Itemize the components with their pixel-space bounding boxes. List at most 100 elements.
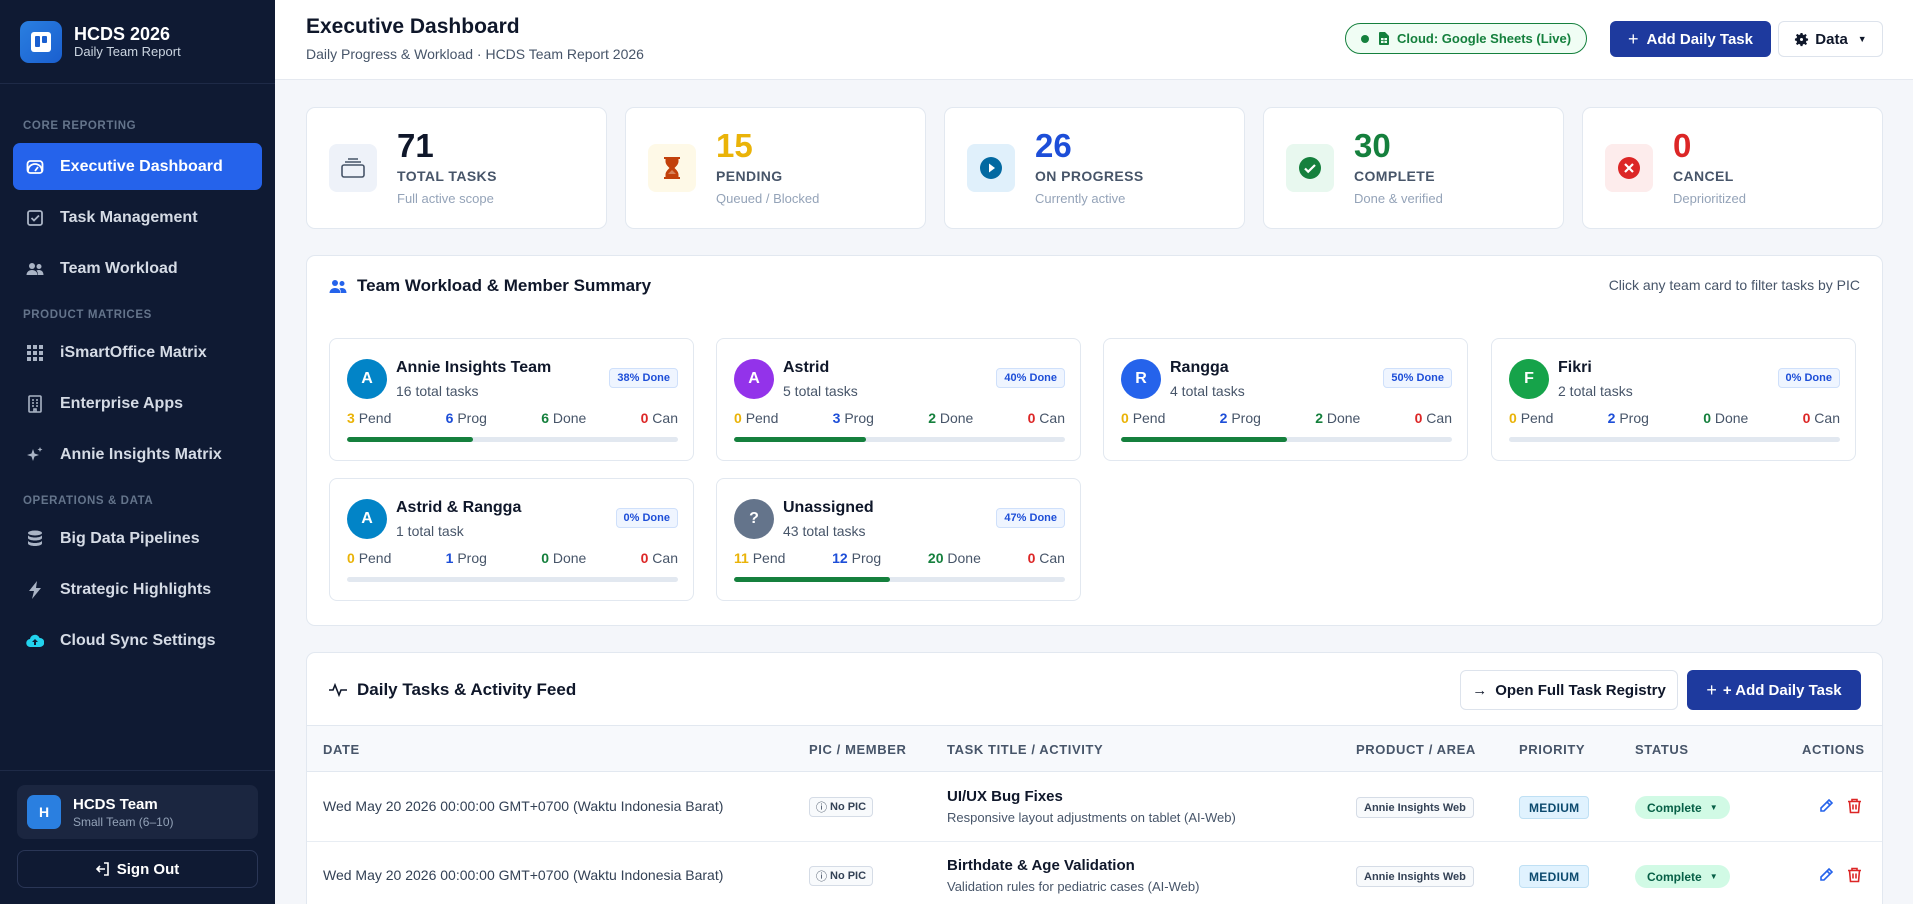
column-header-product-area[interactable]: PRODUCT / AREA [1356, 742, 1476, 757]
plus-icon: + [1628, 28, 1639, 49]
pend-stat: 0 Pend [1121, 410, 1166, 426]
tasks-title-text: Daily Tasks & Activity Feed [357, 680, 577, 699]
sign-out-button[interactable]: Sign Out [17, 850, 258, 888]
sheet-icon [1379, 32, 1389, 45]
brand-title: HCDS 2026 [74, 23, 171, 44]
sidebar-item-ismartoffice-matrix[interactable]: iSmartOffice Matrix [13, 329, 262, 376]
column-header-priority[interactable]: PRIORITY [1519, 742, 1586, 757]
pic-badge: ⓘ No PIC [809, 797, 874, 817]
team-stats: 0 Pend 2 Prog 2 Done 0 Can [1121, 410, 1452, 426]
table-row[interactable]: Wed May 20 2026 00:00:00 GMT+0700 (Waktu… [307, 773, 1882, 842]
team-name: Fikri [1558, 359, 1592, 376]
team-stats: 3 Pend 6 Prog 6 Done 0 Can [347, 410, 678, 426]
team-name: Astrid [783, 359, 830, 376]
check-circle-icon [1286, 144, 1334, 192]
task-date: Wed May 20 2026 00:00:00 GMT+0700 (Waktu… [323, 867, 724, 883]
column-header-date[interactable]: DATE [323, 742, 360, 757]
avatar: R [1121, 359, 1161, 399]
done-percent-badge: 40% Done [996, 368, 1065, 388]
pencil-icon[interactable] [1818, 867, 1834, 888]
nav-section-core-reporting: CORE REPORTING [23, 120, 137, 132]
sidebar-item-task-management[interactable]: Task Management [13, 194, 262, 241]
caret-down-icon: ▼ [1709, 803, 1718, 812]
sidebar-item-annie-insights-matrix[interactable]: Annie Insights Matrix [13, 431, 262, 478]
sidebar-item-label: Executive Dashboard [60, 157, 223, 175]
team-card-fikri[interactable]: F Fikri 2 total tasks 0% Done 0 Pend 2 P… [1491, 338, 1856, 461]
done-stat: 6 Done [541, 410, 587, 426]
data-menu-button[interactable]: Data ▼ [1778, 21, 1883, 57]
sidebar-item-label: Task Management [60, 208, 198, 226]
prog-stat: 2 Prog [1219, 410, 1261, 426]
team-card-annie-insights-team[interactable]: A Annie Insights Team 16 total tasks 38%… [329, 338, 694, 461]
progress-bar [1121, 437, 1452, 442]
column-header-status[interactable]: STATUS [1635, 742, 1689, 757]
team-name: Astrid & Rangga [396, 499, 522, 516]
avatar: A [347, 499, 387, 539]
done-stat: 0 Done [1703, 410, 1749, 426]
priority-badge: MEDIUM [1519, 796, 1590, 819]
avatar: A [347, 359, 387, 399]
tasks-panel-title: Daily Tasks & Activity Feed [329, 680, 576, 700]
team-total: 1 total task [396, 523, 464, 539]
stat-label: TOTAL TASKS [397, 168, 497, 184]
prog-stat: 2 Prog [1607, 410, 1649, 426]
column-header-pic[interactable]: PIC / MEMBER [809, 742, 907, 757]
table-row[interactable]: Wed May 20 2026 00:00:00 GMT+0700 (Waktu… [307, 842, 1882, 904]
nav-section-operations-data: OPERATIONS & DATA [23, 495, 154, 507]
sidebar-item-label: iSmartOffice Matrix [60, 343, 207, 361]
pic-badge: ⓘ No PIC [809, 866, 874, 886]
add-daily-task-button[interactable]: + Add Daily Task [1610, 21, 1771, 57]
page-subtitle: Daily Progress & Workload · HCDS Team Re… [306, 46, 644, 62]
sidebar-item-executive-dashboard[interactable]: Executive Dashboard [13, 143, 262, 190]
sidebar-item-cloud-sync-settings[interactable]: Cloud Sync Settings [13, 617, 262, 664]
done-percent-badge: 50% Done [1383, 368, 1452, 388]
stat-sub: Deprioritized [1673, 191, 1746, 206]
sidebar-item-label: Big Data Pipelines [60, 529, 200, 547]
team-name: Unassigned [783, 499, 874, 516]
sidebar-item-big-data-pipelines[interactable]: Big Data Pipelines [13, 515, 262, 562]
open-full-task-registry-button[interactable]: → Open Full Task Registry [1460, 670, 1678, 710]
trash-icon[interactable] [1847, 867, 1862, 888]
pencil-icon[interactable] [1818, 798, 1834, 819]
sidebar-item-strategic-highlights[interactable]: Strategic Highlights [13, 566, 262, 613]
done-percent-badge: 47% Done [996, 508, 1065, 528]
sidebar-item-team-workload[interactable]: Team Workload [13, 245, 262, 292]
team-card-rangga[interactable]: R Rangga 4 total tasks 50% Done 0 Pend 2… [1103, 338, 1468, 461]
status-dropdown[interactable]: Complete ▼ [1635, 796, 1730, 819]
team-stats: 0 Pend 3 Prog 2 Done 0 Can [734, 410, 1065, 426]
stat-value: 15 [716, 127, 753, 164]
stat-value: 30 [1354, 127, 1391, 164]
team-card-astrid-rangga[interactable]: A Astrid & Rangga 1 total task 0% Done 0… [329, 478, 694, 601]
pend-stat: 3 Pend [347, 410, 392, 426]
sign-out-label: Sign Out [116, 860, 180, 878]
avatar: A [734, 359, 774, 399]
task-title: Birthdate & Age Validation [947, 857, 1135, 874]
arrow-right-icon: → [1472, 681, 1488, 699]
daily-tasks-panel: Daily Tasks & Activity Feed → Open Full … [306, 652, 1883, 904]
sidebar-item-enterprise-apps[interactable]: Enterprise Apps [13, 380, 262, 427]
sidebar-footer: H HCDS Team Small Team (6–10) Sign Out [0, 770, 275, 904]
trash-icon[interactable] [1847, 798, 1862, 819]
cloud-status-badge[interactable]: Cloud: Google Sheets (Live) [1345, 23, 1588, 54]
page-title: Executive Dashboard [306, 15, 520, 38]
team-card-astrid[interactable]: A Astrid 5 total tasks 40% Done 0 Pend 3… [716, 338, 1081, 461]
caret-down-icon: ▼ [1857, 34, 1867, 44]
team-name: Annie Insights Team [396, 359, 552, 376]
task-description: Responsive layout adjustments on tablet … [947, 810, 1236, 825]
grid-icon [26, 344, 44, 362]
can-stat: 0 Can [1027, 550, 1065, 566]
status-dropdown[interactable]: Complete ▼ [1635, 865, 1730, 888]
workload-title-text: Team Workload & Member Summary [357, 276, 652, 295]
done-percent-badge: 0% Done [615, 508, 678, 528]
stat-card-cancel: 0 CANCEL Deprioritized [1582, 107, 1883, 229]
prog-stat: 6 Prog [445, 410, 487, 426]
pend-stat: 0 Pend [1509, 410, 1554, 426]
add-daily-task-button-secondary[interactable]: + + Add Daily Task [1687, 670, 1861, 710]
stat-card-total-tasks: 71 TOTAL TASKS Full active scope [306, 107, 607, 229]
users-icon [329, 279, 347, 294]
team-card-unassigned[interactable]: ? Unassigned 43 total tasks 47% Done 11 … [716, 478, 1081, 601]
play-icon [967, 144, 1015, 192]
done-percent-badge: 0% Done [1777, 368, 1840, 388]
sparkles-icon [26, 446, 44, 464]
column-header-task-title[interactable]: TASK TITLE / ACTIVITY [947, 742, 1104, 757]
